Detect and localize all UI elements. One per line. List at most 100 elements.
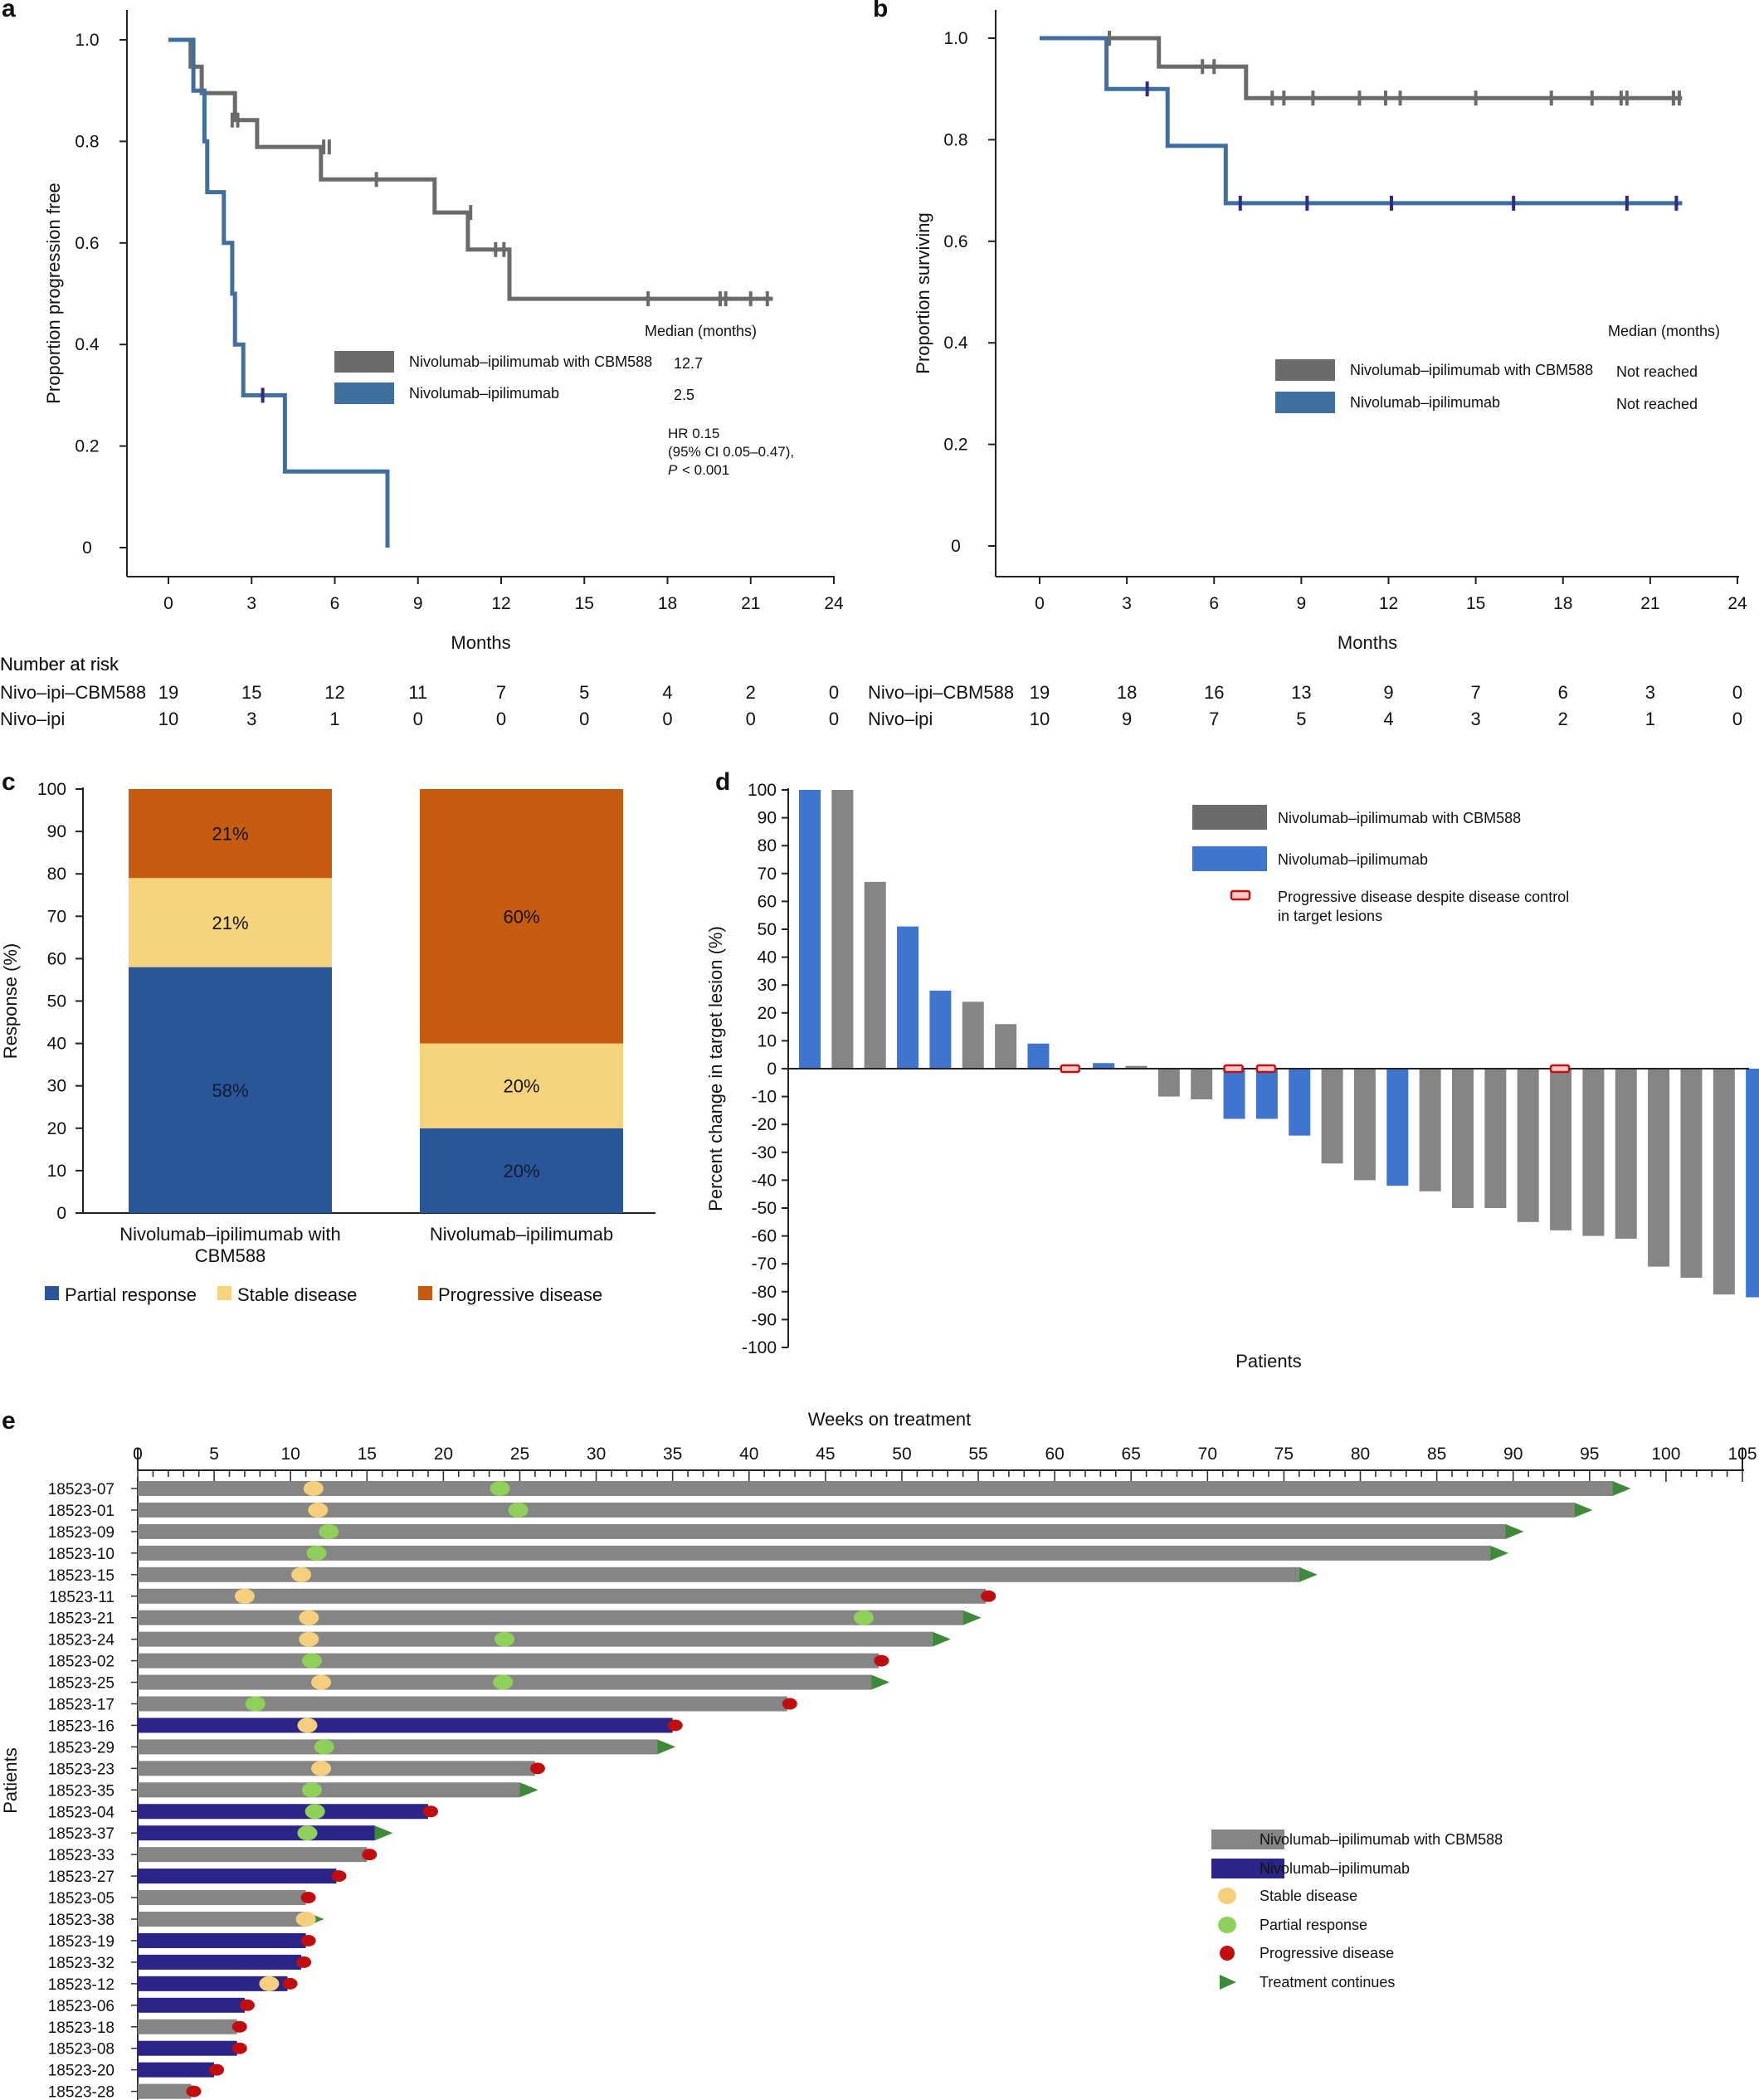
d-bar [1157,1069,1180,1097]
kma-risk-value: 0 [496,709,506,729]
kma-y-tick-label: 0 [82,538,92,558]
e-partial-response-dot [301,1782,322,1798]
c-y-tick-label: 50 [47,992,66,1011]
kmb-risk-row-label: Nivo–ipi [868,709,933,729]
e-patient-bar [138,1523,1506,1539]
e-patient-bar [138,1761,535,1776]
e-stable-disease-dot [308,1502,329,1518]
e-x-tick-label: 40 [739,1445,758,1464]
c-data-label: 20% [503,1076,539,1097]
e-partial-response-dot [493,1674,514,1690]
c-y-tick-label: 20 [47,1119,66,1138]
kma-risk-value: 0 [829,682,839,703]
kmb-risk-value: 16 [1204,682,1224,703]
kmb-x-tick-label: 6 [1209,594,1219,613]
kma-risk-value: 19 [158,682,178,703]
d-bar [1517,1069,1539,1222]
panel-label-a: a [2,0,16,22]
e-progressive-disease-dot [300,1892,316,1904]
e-patient-label: 18523-28 [48,2084,115,2100]
d-x-axis-label: Patients [1235,1351,1302,1372]
e-patient-label: 18523-29 [48,1739,115,1756]
kmb-risk-value: 10 [1030,709,1050,729]
kma-y-axis-label: Proportion progression free [43,183,64,404]
d-y-tick-label: 60 [758,892,777,911]
kmb-risk-value: 4 [1383,709,1393,729]
kmb-median-value: Not reached [1616,396,1698,412]
e-partial-response-dot [319,1523,339,1539]
kma-median-value: 12.7 [674,355,703,372]
d-bar [1746,1069,1759,1298]
d-y-tick-label: 90 [758,809,777,828]
e-patient-label: 18523-09 [48,1524,115,1542]
e-patient-bar [138,1502,1575,1518]
e-legend-label: Nivolumab–ipilimumab [1260,1860,1410,1877]
d-bar [1027,1043,1050,1069]
c-y-tick-label: 60 [47,949,66,968]
kma-risk-value: 1 [329,709,339,729]
e-treatment-continues-arrow [1490,1545,1509,1561]
kmb-y-tick-label: 1.0 [943,29,967,48]
e-progressive-disease-dot [667,1719,683,1732]
e-patient-label: 18523-23 [48,1761,115,1778]
e-stable-disease-dot [234,1588,255,1604]
d-y-tick-label: 30 [758,976,777,995]
e-stable-disease-dot [311,1674,332,1690]
e-x-tick-label: 75 [1274,1445,1294,1464]
e-patient-bar [138,1545,1491,1561]
d-y-tick-label: -40 [752,1171,777,1190]
c-category-label: Nivolumab–ipilimumab [430,1224,613,1245]
e-patient-bar [138,1912,306,1927]
d-bar [1289,1069,1311,1136]
kmb-x-tick-label: 18 [1553,594,1572,613]
kmb-risk-value: 5 [1296,709,1306,729]
kmb-legend-swatch-cbm [1275,359,1335,381]
d-bar [1452,1069,1474,1208]
e-stable-disease-dot [299,1610,319,1625]
d-bar [1615,1069,1637,1239]
e-patient-label: 18523-05 [48,1890,115,1908]
d-bar [995,1024,1017,1069]
e-patient-label: 18523-33 [48,1847,115,1864]
kmb-x-tick-label: 9 [1297,594,1307,613]
kma-p-value: < 0.001 [682,462,729,478]
e-stable-disease-dot [297,1718,318,1733]
kma-legend-label: Nivolumab–ipilimumab [409,385,559,402]
d-bar [1680,1069,1703,1278]
c-bar-segment [129,967,332,1213]
e-partial-response-dot [301,1653,322,1669]
kmb-x-tick-label: 12 [1379,594,1398,613]
kma-risk-row-label: Nivo–ipi [0,709,65,729]
d-pd-marker [1223,1064,1244,1074]
e-patient-bar [138,1696,787,1712]
kmb-y-tick-label: 0.8 [943,130,967,149]
kmb-risk-value: 0 [1732,709,1742,729]
c-legend-swatch [418,1286,432,1300]
kma-median-header: Median (months) [645,323,757,339]
kmb-x-tick-label: 24 [1727,594,1747,613]
kma-risk-value: 12 [324,682,344,703]
kma-x-tick-label: 18 [658,594,677,613]
e-x-tick-label: 50 [892,1445,911,1464]
e-partial-response-dot [305,1804,325,1820]
kmb-risk-value: 7 [1209,709,1219,729]
kmb-x-tick-label: 15 [1466,594,1485,613]
kmb-risk-value: 19 [1030,682,1050,703]
e-legend-label: Treatment continues [1260,1974,1395,1990]
e-patient-bar [138,1610,963,1625]
kmb-risk-value: 18 [1117,682,1137,703]
e-progressive-disease-dot [231,2020,247,2033]
kmb-risk-value: 2 [1558,709,1568,729]
kma-legend-swatch-cbm [334,351,394,373]
d-y-tick-label: -100 [742,1338,777,1357]
e-progressive-disease-dot [874,1654,889,1667]
c-bar-segment [420,1128,623,1213]
e-patient-bar [138,2083,192,2099]
d-y-tick-label: -50 [752,1199,777,1218]
kma-risk-value: 10 [158,709,178,729]
e-x-tick-label: 45 [816,1445,835,1464]
e-x-tick-label: 80 [1351,1445,1370,1464]
kma-legend-label: Nivolumab–ipilimumab with CBM588 [409,353,652,370]
kma-y-tick-label: 0.6 [75,234,99,253]
